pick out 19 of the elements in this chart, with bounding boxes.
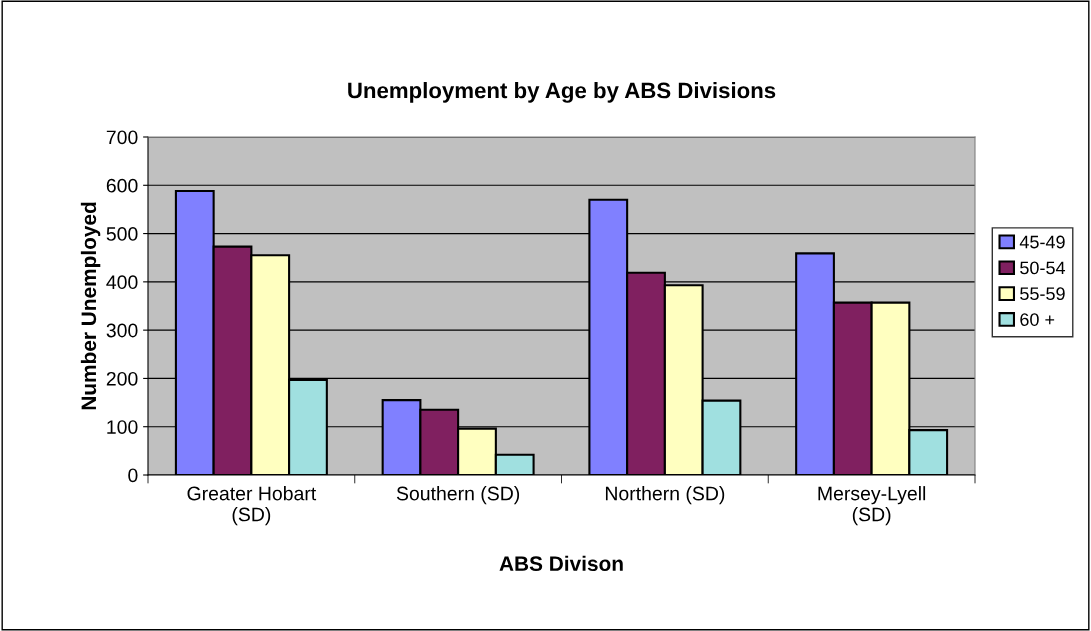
legend-label: 50-54 [1020,261,1066,275]
y-tick-label: 500 [106,227,138,241]
x-tick-label: Greater Hobart (SD) [187,486,317,526]
y-tick-label: 200 [106,371,138,386]
y-axis-title: Number Unemployed [80,202,101,410]
legend-label: 60 + [1020,313,1055,326]
legend-label: 55-59 [1020,287,1065,301]
x-tick-label: Southern (SD) [396,486,520,505]
chart-title: Unemployment by Age by ABS Divisions [348,82,776,103]
legend-label: 45-49 [1019,235,1065,249]
y-tick-label: 300 [106,323,138,338]
y-tick-label: 400 [106,275,138,290]
y-tick-label: 600 [106,178,138,193]
x-axis-title: ABS Divison [499,555,623,572]
y-tick-label: 0 [128,468,138,483]
y-tick-label: 700 [106,130,138,145]
x-tick-label: Northern (SD) [605,486,725,505]
x-tick-label: Mersey-Lyell (SD) [818,486,926,526]
y-tick-label: 100 [107,420,138,434]
